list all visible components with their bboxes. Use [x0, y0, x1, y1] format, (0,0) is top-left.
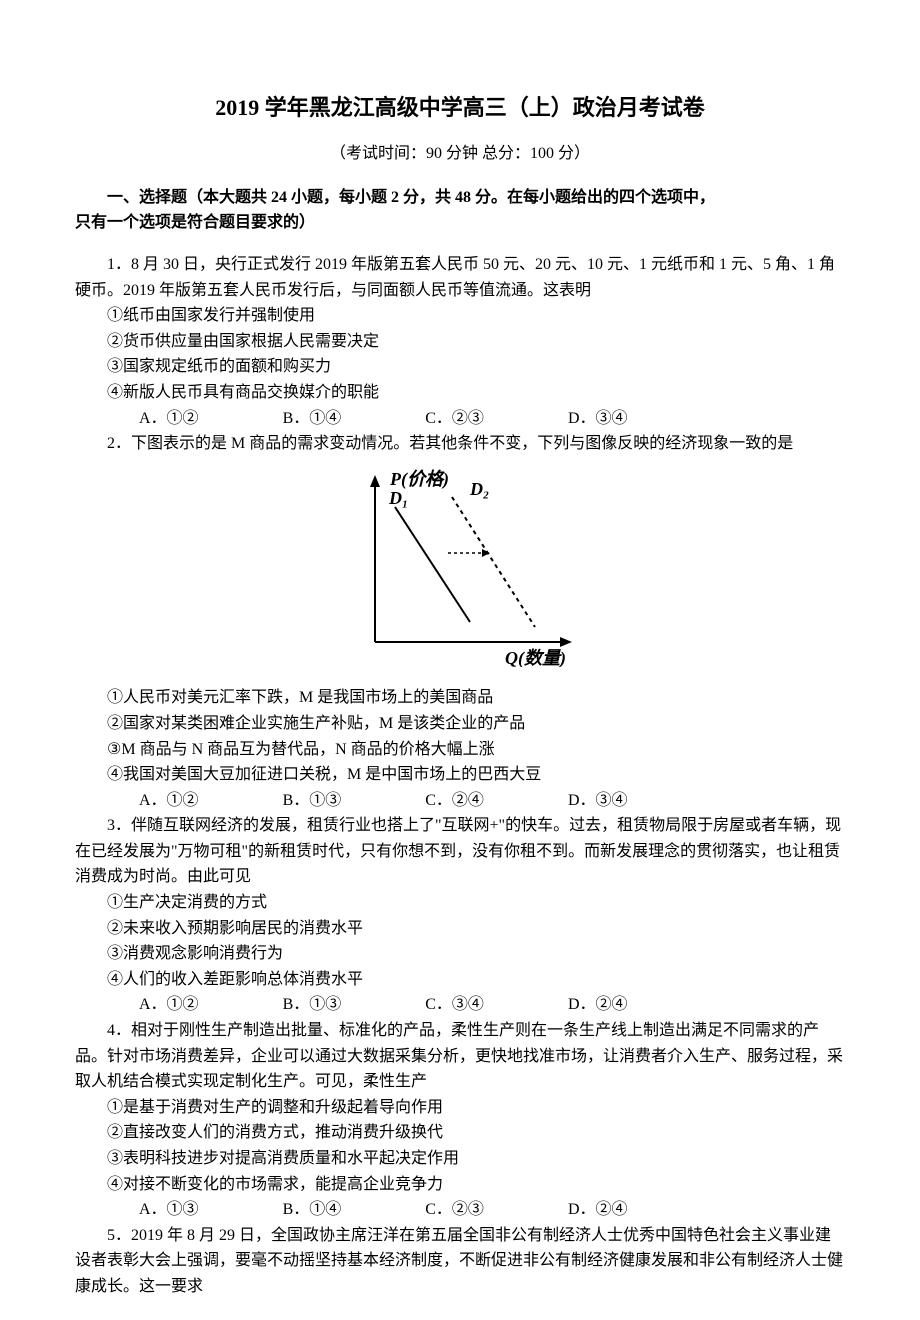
q2-s4: ④我国对美国大豆加征进口关税，M 是中国市场上的巴西大豆 [75, 762, 845, 788]
q3-s1: ①生产决定消费的方式 [75, 890, 845, 916]
section-header-line2: 只有一个选项是符合题目要求的） [75, 210, 845, 236]
q2-options: A．①② B．①③ C．②④ D．③④ [75, 788, 845, 814]
q4-s2: ②直接改变人们的消费方式，推动消费升级换代 [75, 1120, 845, 1146]
page-title: 2019 学年黑龙江高级中学高三（上）政治月考试卷 [75, 90, 845, 125]
q1-s2: ②货币供应量由国家根据人民需要决定 [75, 329, 845, 355]
q3-opt-b: B．①③ [251, 992, 342, 1018]
exam-info: （考试时间：90 分钟 总分：100 分） [75, 141, 845, 167]
q1-opt-b: B．①④ [251, 406, 342, 432]
q2-s3: ③M 商品与 N 商品互为替代品，N 商品的价格大幅上涨 [75, 737, 845, 763]
q2-s2: ②国家对某类困难企业实施生产补贴，M 是该类企业的产品 [75, 711, 845, 737]
q4-opt-b: B．①④ [251, 1197, 342, 1223]
q1-s4: ④新版人民币具有商品交换媒介的职能 [75, 380, 845, 406]
q4-opt-a: A．①③ [107, 1197, 199, 1223]
q4-text: 4．相对于刚性生产制造出批量、标准化的产品，柔性生产则在一条生产线上制造出满足不… [75, 1018, 845, 1095]
q1-text: 1．8 月 30 日，央行正式发行 2019 年版第五套人民币 50 元、20 … [75, 252, 845, 303]
q1-opt-c: C．②③ [393, 406, 484, 432]
q2-s1: ①人民币对美元汇率下跌，M 是我国市场上的美国商品 [75, 685, 845, 711]
section-header: 一、选择题（本大题共 24 小题，每小题 2 分，共 48 分。在每小题给出的四… [75, 185, 845, 211]
svg-text:D₂: D₂ [469, 479, 489, 499]
q2-text: 2．下图表示的是 M 商品的需求变动情况。若其他条件不变，下列与图像反映的经济现… [75, 431, 845, 457]
q4-s1: ①是基于消费对生产的调整和升级起着导向作用 [75, 1095, 845, 1121]
q4-opt-c: C．②③ [393, 1197, 484, 1223]
q3-opt-d: D．②④ [536, 992, 628, 1018]
q3-opt-a: A．①② [107, 992, 199, 1018]
svg-text:D₁: D₁ [388, 488, 408, 508]
q1-opt-d: D．③④ [536, 406, 628, 432]
q5-text: 5．2019 年 8 月 29 日，全国政协主席汪洋在第五届全国非公有制经济人士… [75, 1223, 845, 1300]
q1-s1: ①纸币由国家发行并强制使用 [75, 303, 845, 329]
q1-s3: ③国家规定纸币的面额和购买力 [75, 354, 845, 380]
q3-s3: ③消费观念影响消费行为 [75, 941, 845, 967]
q3-s2: ②未来收入预期影响居民的消费水平 [75, 916, 845, 942]
q3-opt-c: C．③④ [393, 992, 484, 1018]
q4-s4: ④对接不断变化的市场需求，能提高企业竞争力 [75, 1172, 845, 1198]
svg-text:Q(数量): Q(数量) [505, 648, 566, 667]
q2-opt-a: A．①② [107, 788, 199, 814]
q2-opt-b: B．①③ [251, 788, 342, 814]
q4-opt-d: D．②④ [536, 1197, 628, 1223]
q2-opt-d: D．③④ [536, 788, 628, 814]
q4-s3: ③表明科技进步对提高消费质量和水平起决定作用 [75, 1146, 845, 1172]
q3-options: A．①② B．①③ C．③④ D．②④ [75, 992, 845, 1018]
svg-text:P(价格): P(价格) [389, 469, 449, 490]
section-header-text: 一、选择题（本大题共 24 小题，每小题 2 分，共 48 分。在每小题给出的四… [107, 189, 715, 206]
chart-svg: P(价格) Q(数量) D₁ D₂ [330, 467, 590, 667]
demand-chart: P(价格) Q(数量) D₁ D₂ [75, 467, 845, 676]
q1-options: A．①② B．①④ C．②③ D．③④ [75, 406, 845, 432]
q3-text: 3．伴随互联网经济的发展，租赁行业也搭上了"互联网+"的快车。过去，租赁物局限于… [75, 813, 845, 890]
q4-options: A．①③ B．①④ C．②③ D．②④ [75, 1197, 845, 1223]
q1-opt-a: A．①② [107, 406, 199, 432]
q3-s4: ④人们的收入差距影响总体消费水平 [75, 967, 845, 993]
q2-opt-c: C．②④ [393, 788, 484, 814]
